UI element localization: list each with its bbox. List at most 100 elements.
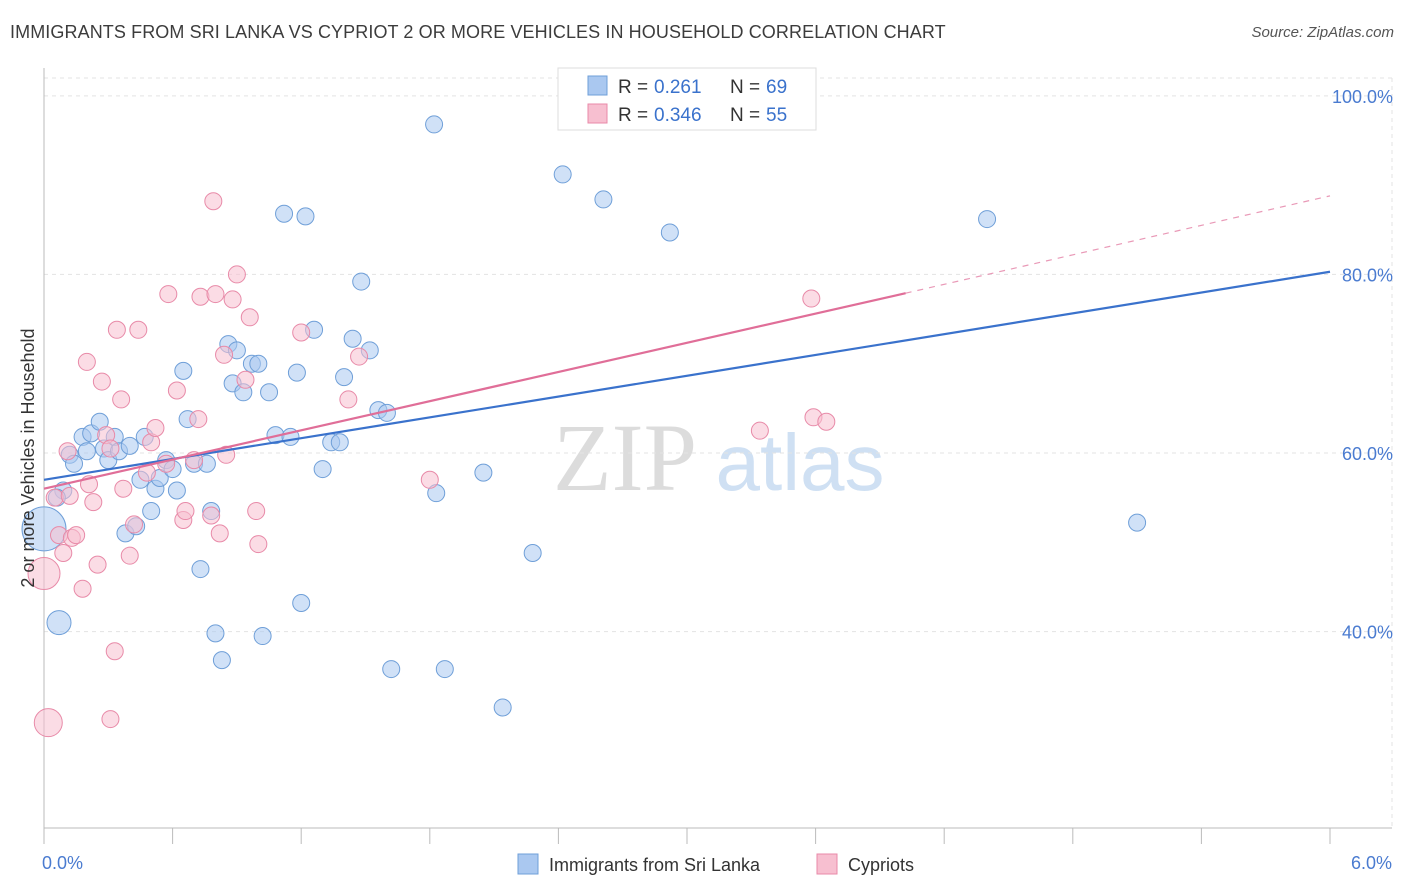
cypriot-point-8 <box>67 526 86 545</box>
sri-lanka-point-7 <box>77 442 96 461</box>
watermark-zip: ZIP <box>553 404 697 511</box>
x-tick-label-0: 0.0% <box>42 853 83 873</box>
cypriot-point-14 <box>92 372 111 391</box>
sri-lanka-point-52 <box>343 329 362 348</box>
cypriot-point-40 <box>215 345 234 364</box>
sri-lanka-point-64 <box>553 165 572 184</box>
sri-lanka-point-38 <box>249 354 268 373</box>
cypriot-point-50 <box>350 347 369 366</box>
cypriot-point-49 <box>339 390 358 409</box>
cypriot-point-6 <box>60 486 79 505</box>
source-note: Source: ZipAtlas.com <box>1251 24 1394 41</box>
sri-lanka-point-65 <box>594 190 613 209</box>
cypriot-point-4 <box>54 544 73 562</box>
cypriot-point-47 <box>249 535 268 554</box>
cypriot-point-10 <box>77 352 96 371</box>
sri-lanka-point-50 <box>330 433 349 452</box>
sri-lanka-point-48 <box>313 460 332 479</box>
cypriot-point-42 <box>223 290 242 309</box>
y-tick-label-1: 80.0% <box>1342 265 1393 285</box>
cypriot-point-45 <box>240 308 259 327</box>
cypriot-point-17 <box>101 710 120 729</box>
top-legend: R = 0.261 N = 69 R = 0.346 N = 55 <box>557 67 817 131</box>
cypriot-point-0 <box>27 557 61 591</box>
legend-swatch-blue <box>587 75 608 96</box>
sri-lanka-point-24 <box>167 481 186 500</box>
legend-swatch-pink <box>587 103 608 124</box>
sri-lanka-point-62 <box>493 698 512 717</box>
cypriot-point-21 <box>114 479 133 498</box>
blue-trend-line <box>43 270 1331 481</box>
cypriot-point-20 <box>112 390 131 409</box>
legend-n-value-1: 69 <box>766 77 787 98</box>
y-axis-label: 2 or more Vehicles in Household <box>18 328 38 587</box>
cypriot-point-19 <box>107 320 126 339</box>
sri-lanka-point-63 <box>523 544 542 562</box>
cypriot-point-29 <box>159 285 178 304</box>
sri-lanka-point-40 <box>260 383 279 402</box>
sri-lanka-point-28 <box>191 560 210 579</box>
chart-title: IMMIGRANTS FROM SRI LANKA VS CYPRIOT 2 O… <box>10 22 946 42</box>
cypriot-point-39 <box>210 524 229 543</box>
cypriot-point-24 <box>129 320 148 339</box>
sri-lanka-point-57 <box>382 660 401 679</box>
y-tick-label-2: 60.0% <box>1342 444 1393 464</box>
sri-lanka-point-32 <box>212 651 231 670</box>
cypriot-point-22 <box>120 546 139 565</box>
legend-r-label-2: R = <box>618 105 648 126</box>
sri-lanka-point-39 <box>253 627 272 646</box>
trend-lines <box>43 195 1331 490</box>
bottom-legend-label-1: Immigrants from Sri Lanka <box>549 855 761 875</box>
cypriot-point-53 <box>802 289 821 308</box>
cypriot-point-48 <box>292 323 311 342</box>
sri-lanka-point-68 <box>1128 513 1147 532</box>
x-tick-label-1: 6.0% <box>1351 853 1392 873</box>
cypriot-point-27 <box>146 419 165 437</box>
sri-lanka-point-42 <box>275 204 294 223</box>
cypriot-point-34 <box>189 410 208 429</box>
cypriot-point-13 <box>88 555 107 574</box>
legend-r-value-1: 0.261 <box>654 77 702 98</box>
sri-lanka-point-15 <box>120 436 139 455</box>
cypriot-point-32 <box>176 502 195 521</box>
bottom-legend-label-2: Cypriots <box>848 855 914 875</box>
cypriot-point-2 <box>45 488 64 507</box>
legend-r-value-2: 0.346 <box>654 105 702 126</box>
pink-trend-line <box>43 292 906 490</box>
legend-n-label-2: N = <box>730 105 760 126</box>
cypriot-point-23 <box>125 515 144 534</box>
cypriot-point-12 <box>84 493 103 512</box>
cypriot-point-30 <box>167 381 186 400</box>
cypriot-point-44 <box>236 370 255 389</box>
cypriot-point-43 <box>227 265 246 284</box>
sri-lanka-point-46 <box>296 207 315 226</box>
gridlines <box>44 77 1393 828</box>
cypriot-point-55 <box>817 412 836 431</box>
cypriot-point-37 <box>204 192 223 211</box>
sri-lanka-point-67 <box>978 210 997 229</box>
sri-lanka-point-60 <box>435 660 454 679</box>
cypriot-point-52 <box>750 421 769 440</box>
sri-lanka-point-58 <box>425 115 444 134</box>
watermark-atlas: atlas <box>716 418 885 507</box>
legend-n-value-2: 55 <box>766 105 787 126</box>
cypriot-point-38 <box>206 285 225 304</box>
bottom-legend-swatch-pink <box>816 853 838 875</box>
cypriot-point-1 <box>33 708 63 738</box>
cypriot-point-36 <box>202 506 221 525</box>
cypriot-point-35 <box>191 287 210 306</box>
sri-lanka-point-61 <box>474 463 493 482</box>
axes: 100.0% 80.0% 60.0% 40.0% 0.0% 6.0% <box>42 68 1393 873</box>
cypriot-point-46 <box>247 502 266 521</box>
legend-n-label-1: N = <box>730 77 760 98</box>
sri-lanka-point-44 <box>287 363 306 382</box>
pink-trend-extension <box>905 195 1331 294</box>
sri-lanka-point-25 <box>174 361 193 380</box>
sri-lanka-point-19 <box>142 502 161 521</box>
y-tick-label-3: 40.0% <box>1342 623 1393 643</box>
sri-lanka-point-45 <box>292 594 311 612</box>
cypriot-point-5 <box>58 442 77 461</box>
bottom-legend: Immigrants from Sri Lanka Cypriots <box>517 853 914 875</box>
cypriot-point-28 <box>157 454 176 473</box>
